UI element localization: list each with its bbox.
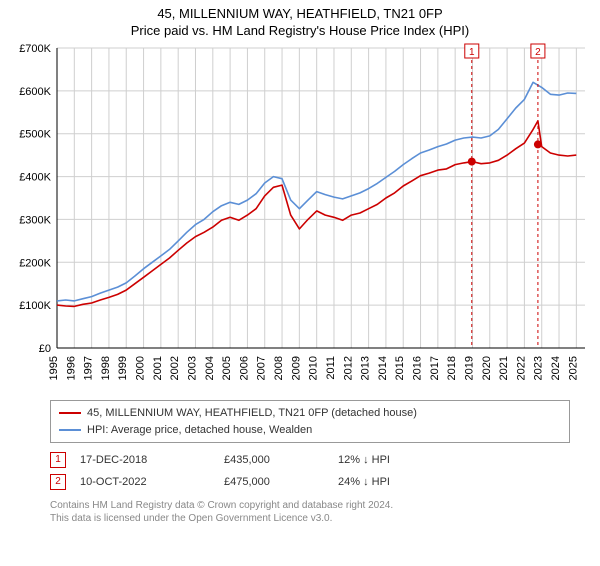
svg-text:2004: 2004 xyxy=(204,356,216,380)
svg-text:2012: 2012 xyxy=(342,356,354,380)
legend-row: HPI: Average price, detached house, Weal… xyxy=(59,422,561,439)
svg-text:2019: 2019 xyxy=(463,356,475,380)
legend-label: 45, MILLENNIUM WAY, HEATHFIELD, TN21 0FP… xyxy=(87,405,417,422)
transaction-row: 2 10-OCT-2022 £475,000 24% ↓ HPI xyxy=(50,471,570,493)
footnote-line1: Contains HM Land Registry data © Crown c… xyxy=(50,500,393,511)
svg-text:2013: 2013 xyxy=(360,356,372,380)
legend-label: HPI: Average price, detached house, Weal… xyxy=(87,422,312,439)
svg-text:1997: 1997 xyxy=(83,356,95,380)
svg-text:2002: 2002 xyxy=(169,356,181,380)
footnote: Contains HM Land Registry data © Crown c… xyxy=(50,499,570,525)
svg-text:2023: 2023 xyxy=(533,356,545,380)
svg-text:1998: 1998 xyxy=(100,356,112,380)
svg-text:2000: 2000 xyxy=(135,356,147,380)
transaction-diff: 12% ↓ HPI xyxy=(338,454,458,466)
svg-text:£100K: £100K xyxy=(19,300,51,312)
legend-row: 45, MILLENNIUM WAY, HEATHFIELD, TN21 0FP… xyxy=(59,405,561,422)
transactions-table: 1 17-DEC-2018 £435,000 12% ↓ HPI 2 10-OCT-202… xyxy=(50,449,570,493)
svg-text:£300K: £300K xyxy=(19,214,51,226)
svg-text:£500K: £500K xyxy=(19,129,51,141)
svg-text:2020: 2020 xyxy=(481,356,493,380)
svg-text:2018: 2018 xyxy=(446,356,458,380)
svg-text:2011: 2011 xyxy=(325,356,337,380)
chart-subtitle: Price paid vs. HM Land Registry's House … xyxy=(0,23,600,38)
svg-text:2014: 2014 xyxy=(377,356,389,380)
svg-text:2001: 2001 xyxy=(152,356,164,380)
transaction-marker: 2 xyxy=(50,474,66,490)
chart-svg: £0 £100K £200K £300K £400K £500K £600K £700K 199… xyxy=(9,42,591,394)
svg-text:2024: 2024 xyxy=(550,356,562,380)
svg-text:2025: 2025 xyxy=(567,356,579,380)
legend-swatch xyxy=(59,429,81,431)
svg-text:1: 1 xyxy=(469,47,475,58)
svg-text:£0: £0 xyxy=(39,343,51,355)
transaction-date: 17-DEC-2018 xyxy=(80,454,210,466)
transaction-price: £435,000 xyxy=(224,454,324,466)
legend-box: 45, MILLENNIUM WAY, HEATHFIELD, TN21 0FP… xyxy=(50,400,570,443)
svg-text:2021: 2021 xyxy=(498,356,510,380)
svg-text:2007: 2007 xyxy=(256,356,268,380)
svg-text:2008: 2008 xyxy=(273,356,285,380)
svg-text:2010: 2010 xyxy=(308,356,320,380)
svg-text:£200K: £200K xyxy=(19,257,51,269)
svg-text:2003: 2003 xyxy=(186,356,198,380)
chart-title: 45, MILLENNIUM WAY, HEATHFIELD, TN21 0FP xyxy=(0,6,600,21)
transaction-marker: 1 xyxy=(50,452,66,468)
legend-swatch xyxy=(59,412,81,414)
svg-text:£700K: £700K xyxy=(19,43,51,55)
svg-text:2006: 2006 xyxy=(238,356,250,380)
svg-text:2015: 2015 xyxy=(394,356,406,380)
transaction-date: 10-OCT-2022 xyxy=(80,476,210,488)
svg-text:2017: 2017 xyxy=(429,356,441,380)
svg-text:2016: 2016 xyxy=(412,356,424,380)
svg-text:2009: 2009 xyxy=(290,356,302,380)
transaction-diff: 24% ↓ HPI xyxy=(338,476,458,488)
transaction-row: 1 17-DEC-2018 £435,000 12% ↓ HPI xyxy=(50,449,570,471)
svg-text:£600K: £600K xyxy=(19,86,51,98)
footnote-line2: This data is licensed under the Open Gov… xyxy=(50,513,332,524)
svg-text:2005: 2005 xyxy=(221,356,233,380)
svg-text:£400K: £400K xyxy=(19,172,51,184)
chart-plot-area: £0 £100K £200K £300K £400K £500K £600K £700K 199… xyxy=(9,42,591,394)
svg-text:2022: 2022 xyxy=(515,356,527,380)
transaction-price: £475,000 xyxy=(224,476,324,488)
svg-text:1999: 1999 xyxy=(117,356,129,380)
svg-text:1996: 1996 xyxy=(65,356,77,380)
svg-text:2: 2 xyxy=(535,47,541,58)
chart-container: 45, MILLENNIUM WAY, HEATHFIELD, TN21 0FP… xyxy=(0,6,600,566)
svg-text:1995: 1995 xyxy=(48,356,60,380)
